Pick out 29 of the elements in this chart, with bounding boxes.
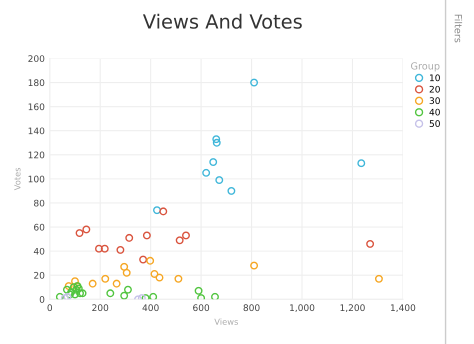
- y-tick-label: 180: [28, 79, 44, 86]
- y-tick-label: 120: [28, 152, 44, 158]
- y-tick-label: 80: [34, 200, 44, 207]
- y-tick-label: 20: [34, 272, 44, 279]
- legend-label: 50: [430, 120, 440, 127]
- x-tick-label: 1,200: [340, 304, 365, 312]
- x-tick-label: 200: [92, 304, 108, 312]
- x-tick-label: 1,400: [390, 304, 416, 312]
- y-tick-label: 60: [34, 224, 44, 231]
- text: Filters: [454, 14, 462, 42]
- legend-label: 20: [430, 86, 440, 93]
- legend-label: 10: [430, 74, 440, 82]
- y-tick-label: 100: [28, 176, 44, 182]
- y-tick-label: 0: [40, 296, 44, 303]
- y-axis-title: Votes: [14, 168, 21, 190]
- y-tick-label: 160: [28, 103, 44, 110]
- x-tick-label: 400: [142, 304, 159, 312]
- chart-title: Views And Votes: [142, 14, 302, 29]
- y-tick-label: 200: [28, 55, 44, 62]
- y-tick-label: 40: [34, 248, 44, 255]
- x-tick-label: 800: [244, 304, 260, 312]
- x-tick-label: 0: [47, 304, 52, 312]
- legend-label: 40: [429, 108, 440, 116]
- x-tick-label: 600: [193, 304, 210, 312]
- y-tick-label: 140: [28, 127, 44, 134]
- legend-label: 30: [430, 97, 440, 104]
- x-axis-title: Views: [214, 318, 238, 325]
- x-tick-label: 1,000: [290, 304, 314, 312]
- legend-title: Group: [411, 62, 440, 72]
